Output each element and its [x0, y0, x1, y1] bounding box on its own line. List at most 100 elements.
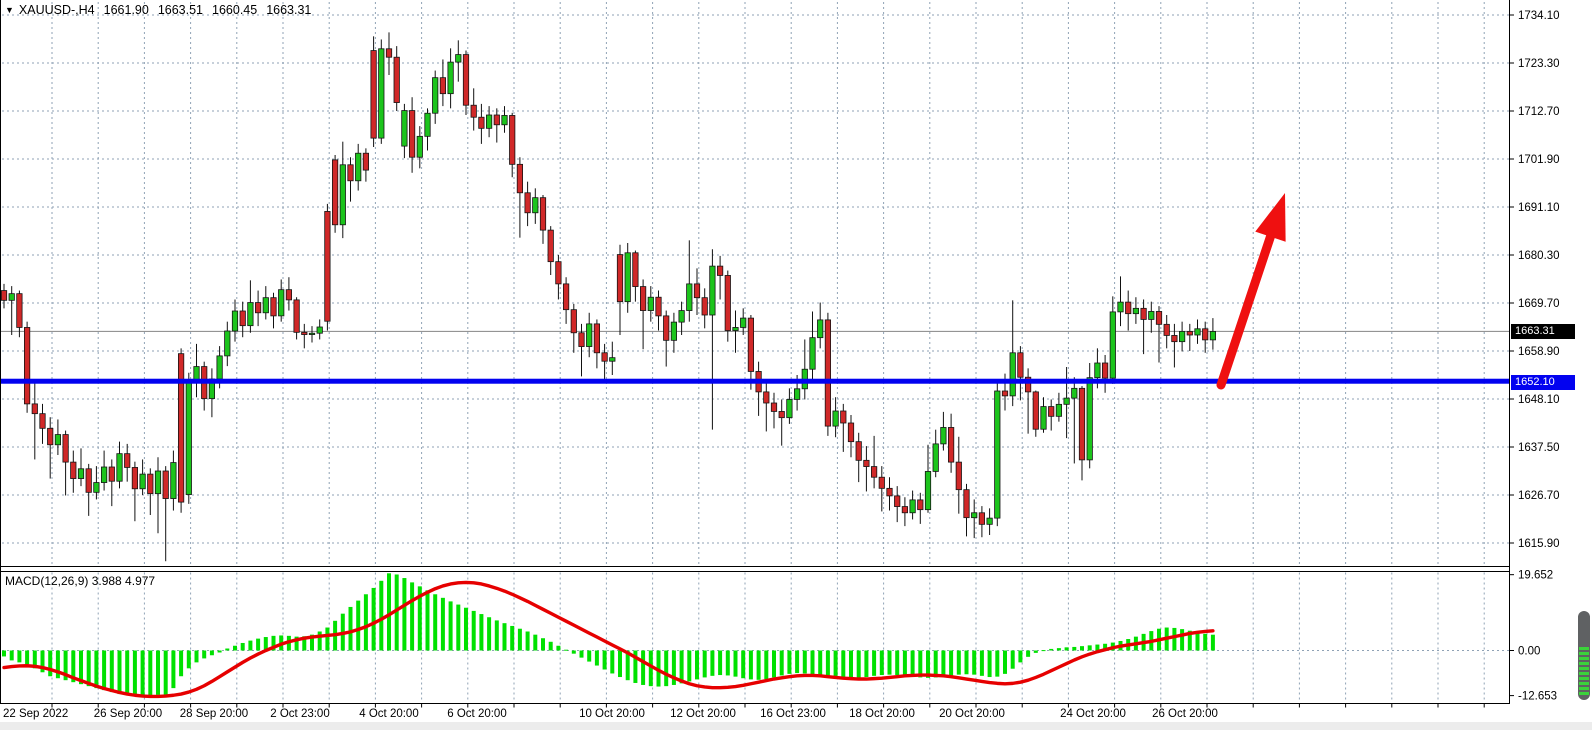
macd-bar — [1056, 648, 1061, 651]
macd-bar — [625, 650, 630, 681]
candle-body — [840, 410, 847, 424]
candle-body — [1055, 403, 1062, 417]
macd-bar — [209, 650, 214, 656]
candle-body — [1102, 362, 1109, 379]
macd-bar — [602, 650, 607, 670]
macd-bar — [941, 650, 946, 677]
trend-arrow-shaft — [1216, 226, 1277, 390]
candle-body — [1025, 376, 1032, 393]
candle-body — [593, 323, 601, 354]
candle-body — [909, 499, 916, 514]
candle-body — [331, 159, 339, 226]
candle-body — [308, 332, 316, 335]
ohlc-high: 1663.51 — [157, 3, 204, 17]
macd-bar — [1018, 650, 1023, 663]
macd-bar — [1072, 646, 1077, 651]
candle-body — [539, 197, 547, 231]
candle-body — [85, 468, 92, 493]
price-axis-label: 1648.10 — [1518, 394, 1560, 406]
candle-body — [940, 427, 947, 445]
candle-body — [609, 357, 616, 362]
macd-bar — [748, 650, 753, 680]
macd-bar — [1187, 630, 1192, 651]
candle-body — [678, 310, 685, 323]
candle-body — [62, 434, 69, 463]
symbol-timeframe-label: XAUUSD-,H4 — [18, 3, 95, 17]
candle-body — [1009, 352, 1016, 397]
price-axis-label: 1658.90 — [1518, 346, 1560, 358]
price-axis[interactable]: 1734.10 1723.30 1712.70 1701.90 1691.10 1680.… — [1510, 10, 1560, 703]
candle-body — [408, 110, 416, 158]
macd-bar — [795, 650, 800, 674]
candle-body — [647, 296, 654, 311]
macd-bar — [687, 650, 692, 682]
macd-bar — [579, 650, 584, 658]
candle-body — [1163, 323, 1170, 336]
macd-bar — [856, 650, 861, 679]
macd-bar — [271, 635, 276, 651]
candle-body — [717, 265, 724, 276]
macd-bar — [1095, 644, 1100, 651]
macd-bar — [148, 650, 153, 696]
macd-bar — [733, 650, 738, 677]
candle-body — [1125, 301, 1132, 315]
candle-body — [216, 355, 223, 380]
macd-bar — [1033, 650, 1038, 653]
candle-body — [493, 114, 500, 126]
candle-body — [385, 48, 393, 58]
candle-body — [655, 296, 662, 317]
candle-body — [154, 470, 162, 495]
time-axis-label: 12 Oct 20:00 — [670, 708, 736, 720]
macd-bar — [140, 650, 145, 697]
time-axis[interactable]: 22 Sep 2022 26 Sep 20:00 28 Sep 20:00 2 Oct… — [3, 703, 1485, 721]
candle-body — [986, 517, 993, 525]
macd-bar — [802, 650, 807, 674]
candle-body — [955, 461, 962, 491]
candle-body — [1017, 352, 1024, 378]
scroll-indicator[interactable] — [1578, 611, 1590, 700]
candle-body — [824, 319, 832, 427]
macd-bar — [464, 607, 468, 651]
macd-bar — [725, 650, 730, 676]
macd-bar — [541, 638, 545, 651]
time-axis-label: 24 Oct 20:00 — [1060, 708, 1126, 720]
macd-bar — [1103, 643, 1108, 651]
time-axis-label: 4 Oct 20:00 — [359, 708, 418, 720]
candlesticks[interactable] — [0, 32, 1216, 562]
macd-bar — [895, 650, 900, 676]
candle-body — [247, 302, 254, 327]
macd-bar — [310, 634, 314, 651]
candle-body — [994, 390, 1001, 519]
macd-bar — [548, 641, 553, 651]
ohlc-low: 1660.45 — [212, 3, 258, 17]
time-axis-label: 18 Oct 20:00 — [849, 708, 915, 720]
support-level-line[interactable] — [1, 378, 1509, 384]
macd-bar — [556, 645, 561, 651]
macd-bar — [94, 650, 99, 689]
candle-body — [763, 391, 770, 404]
candle-body — [1071, 387, 1078, 399]
candle-body — [462, 54, 470, 106]
macd-bar — [1064, 647, 1069, 651]
candle-body — [832, 410, 839, 427]
candle-body — [324, 211, 331, 322]
candle-body — [185, 379, 192, 495]
candle-body — [532, 197, 539, 214]
candle-body — [886, 487, 893, 497]
macd-bar — [379, 580, 384, 651]
macd-bar — [156, 650, 160, 695]
symbol-dropdown-icon[interactable]: ▼ — [5, 5, 14, 15]
macd-bar — [387, 573, 391, 651]
macd-bar — [964, 650, 969, 675]
ohlc-open: 1661.90 — [103, 3, 149, 17]
macd-bar — [810, 650, 815, 675]
candle-body — [8, 293, 15, 301]
candle-body — [262, 297, 269, 314]
macd-bar — [664, 650, 669, 687]
macd-bar — [1010, 650, 1015, 669]
macd-bar — [702, 650, 707, 678]
candle-body — [1032, 391, 1039, 430]
macd-bar — [1041, 650, 1046, 652]
